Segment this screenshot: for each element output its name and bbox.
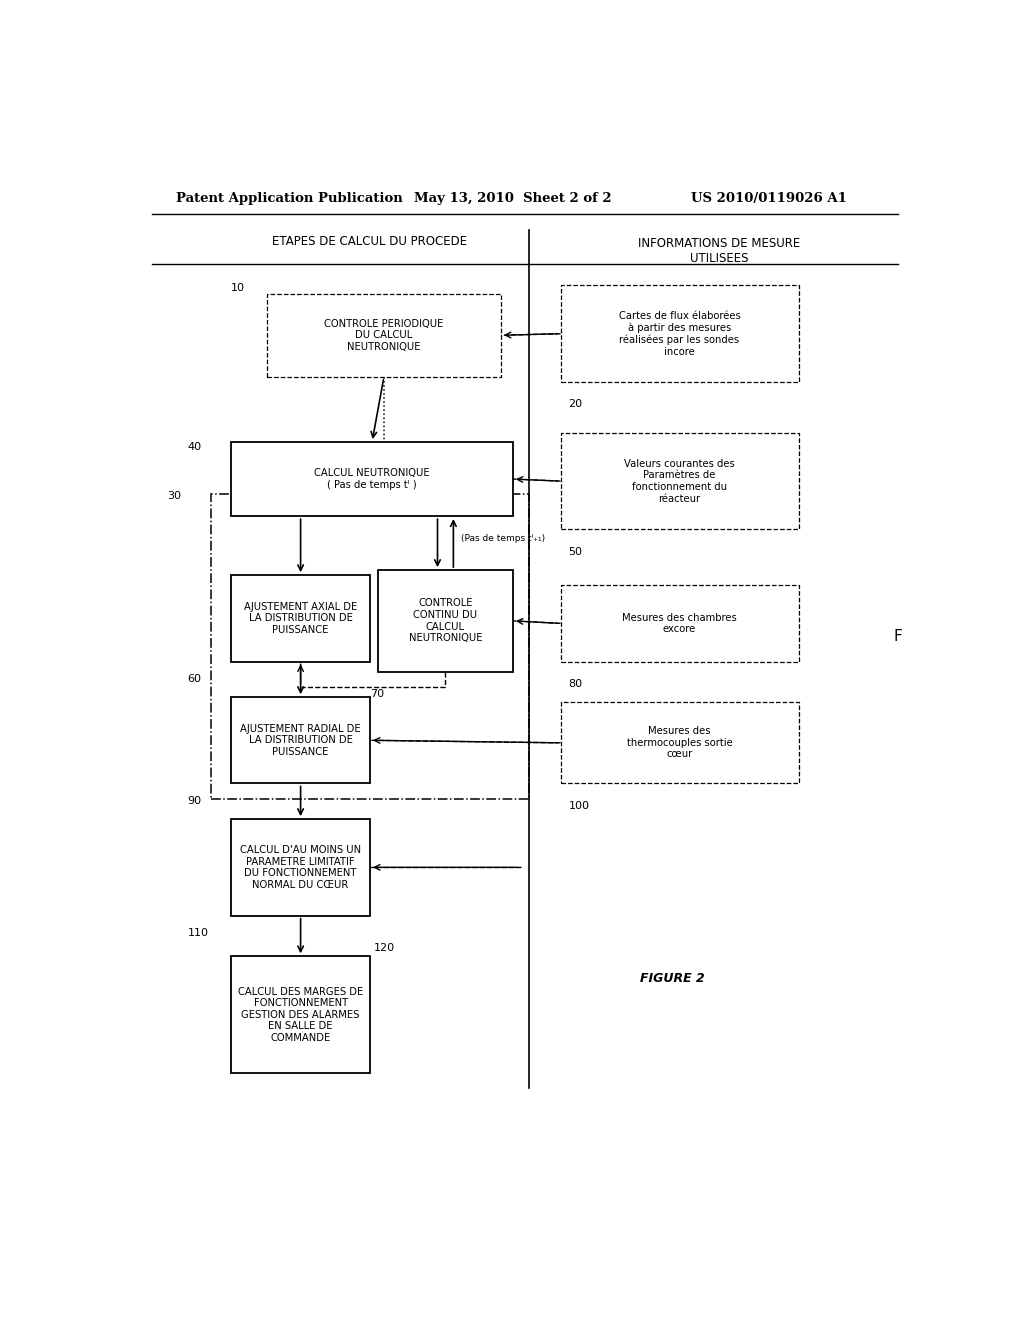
Text: Valeurs courantes des
Paramètres de
fonctionnement du
réacteur: Valeurs courantes des Paramètres de fonc…	[625, 459, 735, 503]
Text: 120: 120	[374, 944, 395, 953]
FancyBboxPatch shape	[231, 956, 370, 1073]
FancyBboxPatch shape	[560, 702, 799, 784]
Text: AJUSTEMENT AXIAL DE
LA DISTRIBUTION DE
PUISSANCE: AJUSTEMENT AXIAL DE LA DISTRIBUTION DE P…	[244, 602, 357, 635]
Text: Mesures des
thermocouples sortie
cœur: Mesures des thermocouples sortie cœur	[627, 726, 732, 759]
Text: CALCUL DES MARGES DE
FONCTIONNEMENT
GESTION DES ALARMES
EN SALLE DE
COMMANDE: CALCUL DES MARGES DE FONCTIONNEMENT GEST…	[238, 986, 364, 1043]
FancyBboxPatch shape	[267, 293, 501, 378]
Text: CALCUL NEUTRONIQUE
( Pas de temps tᴵ ): CALCUL NEUTRONIQUE ( Pas de temps tᴵ )	[314, 469, 430, 490]
Text: 30: 30	[168, 491, 181, 500]
FancyBboxPatch shape	[378, 570, 513, 672]
Text: 20: 20	[568, 400, 583, 409]
Text: 50: 50	[568, 546, 583, 557]
FancyBboxPatch shape	[231, 697, 370, 784]
Text: (Pas de temps tᴵ₊₁): (Pas de temps tᴵ₊₁)	[462, 533, 546, 543]
Text: CALCUL D'AU MOINS UN
PARAMETRE LIMITATIF
DU FONCTIONNEMENT
NORMAL DU CŒUR: CALCUL D'AU MOINS UN PARAMETRE LIMITATIF…	[240, 845, 361, 890]
FancyBboxPatch shape	[560, 433, 799, 529]
FancyBboxPatch shape	[231, 442, 513, 516]
FancyBboxPatch shape	[560, 285, 799, 381]
Text: AJUSTEMENT RADIAL DE
LA DISTRIBUTION DE
PUISSANCE: AJUSTEMENT RADIAL DE LA DISTRIBUTION DE …	[241, 723, 360, 756]
Text: May 13, 2010  Sheet 2 of 2: May 13, 2010 Sheet 2 of 2	[414, 193, 611, 205]
FancyBboxPatch shape	[231, 818, 370, 916]
Text: Mesures des chambres
excore: Mesures des chambres excore	[623, 612, 737, 634]
Text: Cartes de flux élaborées
à partir des mesures
réalisées par les sondes
incore: Cartes de flux élaborées à partir des me…	[618, 310, 740, 356]
FancyBboxPatch shape	[231, 576, 370, 661]
Text: 80: 80	[568, 678, 583, 689]
Text: US 2010/0119026 A1: US 2010/0119026 A1	[691, 193, 847, 205]
Text: 90: 90	[187, 796, 202, 805]
Text: 110: 110	[187, 928, 209, 939]
Text: 100: 100	[568, 801, 590, 810]
Text: 70: 70	[370, 689, 384, 700]
Text: CONTROLE PERIODIQUE
DU CALCUL
NEUTRONIQUE: CONTROLE PERIODIQUE DU CALCUL NEUTRONIQU…	[325, 318, 443, 352]
Text: Patent Application Publication: Patent Application Publication	[176, 193, 402, 205]
Text: F: F	[894, 628, 902, 644]
Text: CONTROLE
CONTINU DU
CALCUL
NEUTRONIQUE: CONTROLE CONTINU DU CALCUL NEUTRONIQUE	[409, 598, 482, 643]
Text: FIGURE 2: FIGURE 2	[640, 972, 705, 985]
Text: 60: 60	[187, 673, 202, 684]
Text: INFORMATIONS DE MESURE
UTILISEES: INFORMATIONS DE MESURE UTILISEES	[638, 236, 801, 265]
Text: 10: 10	[231, 282, 245, 293]
Text: 40: 40	[187, 442, 202, 453]
Text: ETAPES DE CALCUL DU PROCEDE: ETAPES DE CALCUL DU PROCEDE	[272, 235, 468, 248]
FancyBboxPatch shape	[560, 585, 799, 661]
